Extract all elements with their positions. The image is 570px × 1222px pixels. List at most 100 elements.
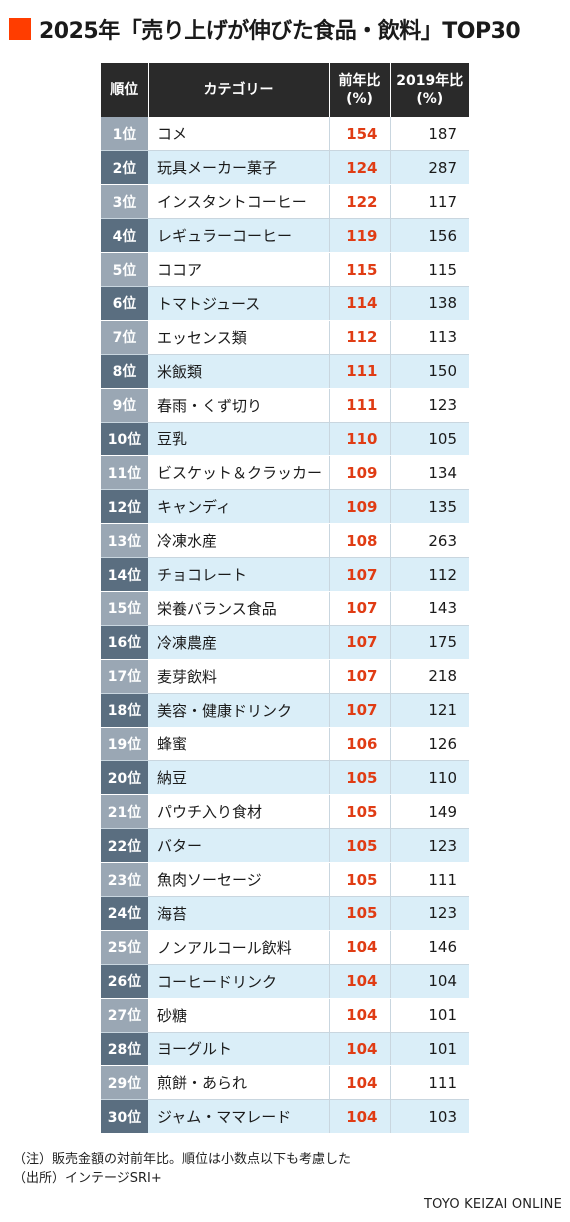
footnote: （注）販売金額の対前年比。順位は小数点以下も考慮した <box>13 1152 352 1167</box>
rank-cell: 10位 <box>101 422 148 457</box>
vs-2019-cell: 187 <box>390 117 469 152</box>
vs-2019-cell: 110 <box>390 760 469 796</box>
category-cell: 海苔 <box>148 896 330 931</box>
table-row: 28位 ヨーグルト 104 101 <box>101 1032 469 1067</box>
vs-2019-cell: 113 <box>390 320 469 355</box>
vs-2019-cell: 126 <box>390 727 469 762</box>
prev-year-cell: 109 <box>329 489 391 525</box>
vs-2019-cell: 105 <box>390 422 469 457</box>
rank-cell: 24位 <box>101 896 148 931</box>
prev-year-cell: 107 <box>329 693 391 728</box>
category-cell: ヨーグルト <box>148 1032 330 1067</box>
prev-year-cell: 111 <box>329 354 391 389</box>
prev-year-cell: 105 <box>329 794 391 830</box>
rank-cell: 8位 <box>101 354 148 389</box>
prev-year-cell: 107 <box>329 625 391 660</box>
vs-2019-cell: 218 <box>390 659 469 694</box>
table-row: 13位 冷凍水産 108 263 <box>101 523 469 559</box>
vs-2019-cell: 104 <box>390 964 469 999</box>
category-cell: 麦芽飲料 <box>148 659 330 694</box>
category-cell: キャンディ <box>148 489 330 525</box>
table-row: 8位 米飯類 111 150 <box>101 354 469 389</box>
category-cell: 春雨・くず切り <box>148 388 330 423</box>
rank-cell: 6位 <box>101 286 148 321</box>
rank-cell: 17位 <box>101 659 148 694</box>
rank-cell: 13位 <box>101 523 148 559</box>
table-header-row: 順位 カテゴリー 前年比 (%) 2019年比 (%) <box>101 63 469 117</box>
table-row: 12位 キャンディ 109 135 <box>101 489 469 525</box>
prev-year-cell: 105 <box>329 760 391 796</box>
category-cell: 栄養バランス食品 <box>148 591 330 626</box>
ranking-table: 順位 カテゴリー 前年比 (%) 2019年比 (%) 1位 コメ 154 187 2位… <box>101 63 469 1135</box>
vs-2019-cell: 121 <box>390 693 469 728</box>
prev-year-cell: 104 <box>329 930 391 965</box>
vs-2019-cell: 263 <box>390 523 469 559</box>
header-category: カテゴリー <box>148 63 330 117</box>
category-cell: インスタントコーヒー <box>148 184 330 220</box>
category-cell: 冷凍農産 <box>148 625 330 660</box>
vs-2019-cell: 134 <box>390 455 469 491</box>
rank-cell: 14位 <box>101 557 148 592</box>
vs-2019-cell: 111 <box>390 1065 469 1101</box>
table-row: 15位 栄養バランス食品 107 143 <box>101 591 469 626</box>
rank-cell: 2位 <box>101 150 148 186</box>
prev-year-cell: 112 <box>329 320 391 355</box>
prev-year-cell: 106 <box>329 727 391 762</box>
category-cell: 煎餅・あられ <box>148 1065 330 1101</box>
table-row: 17位 麦芽飲料 107 218 <box>101 659 469 694</box>
rank-cell: 20位 <box>101 760 148 796</box>
vs-2019-cell: 101 <box>390 1032 469 1067</box>
category-cell: レギュラーコーヒー <box>148 218 330 254</box>
table-row: 5位 ココア 115 115 <box>101 252 469 287</box>
table-row: 9位 春雨・くず切り 111 123 <box>101 388 469 423</box>
table-row: 2位 玩具メーカー菓子 124 287 <box>101 150 469 186</box>
header-prev-year-label: 前年比 <box>338 72 381 89</box>
header-2019: 2019年比 (%) <box>390 63 469 117</box>
notes: （注）販売金額の対前年比。順位は小数点以下も考慮した （出所）インテージSRI+ <box>13 1150 351 1188</box>
brand-credit: TOYO KEIZAI ONLINE <box>424 1197 562 1212</box>
vs-2019-cell: 117 <box>390 184 469 220</box>
rank-cell: 19位 <box>101 727 148 762</box>
prev-year-cell: 124 <box>329 150 391 186</box>
vs-2019-cell: 149 <box>390 794 469 830</box>
rank-cell: 18位 <box>101 693 148 728</box>
title-accent-square <box>9 18 31 40</box>
category-cell: 砂糖 <box>148 998 330 1033</box>
page-title: 2025年「売り上げが伸びた食品・飲料」TOP30 <box>39 19 521 44</box>
rank-cell: 11位 <box>101 455 148 491</box>
rank-cell: 21位 <box>101 794 148 830</box>
rank-cell: 7位 <box>101 320 148 355</box>
table-row: 4位 レギュラーコーヒー 119 156 <box>101 218 469 254</box>
table-row: 10位 豆乳 110 105 <box>101 422 469 457</box>
table-row: 11位 ビスケット＆クラッカー 109 134 <box>101 455 469 491</box>
source-note: （出所）インテージSRI+ <box>13 1171 162 1186</box>
category-cell: 蜂蜜 <box>148 727 330 762</box>
rank-cell: 29位 <box>101 1065 148 1101</box>
prev-year-cell: 110 <box>329 422 391 457</box>
rank-cell: 16位 <box>101 625 148 660</box>
header-2019-unit: (%) <box>416 91 444 107</box>
category-cell: 納豆 <box>148 760 330 796</box>
prev-year-cell: 122 <box>329 184 391 220</box>
rank-cell: 5位 <box>101 252 148 287</box>
category-cell: パウチ入り食材 <box>148 794 330 830</box>
table-row: 1位 コメ 154 187 <box>101 117 469 152</box>
prev-year-cell: 105 <box>329 828 391 864</box>
prev-year-cell: 104 <box>329 964 391 999</box>
vs-2019-cell: 175 <box>390 625 469 660</box>
prev-year-cell: 119 <box>329 218 391 254</box>
table-row: 26位 コーヒードリンク 104 104 <box>101 964 469 999</box>
rank-cell: 3位 <box>101 184 148 220</box>
table-row: 6位 トマトジュース 114 138 <box>101 286 469 321</box>
prev-year-cell: 109 <box>329 455 391 491</box>
table-row: 23位 魚肉ソーセージ 105 111 <box>101 862 469 897</box>
prev-year-cell: 104 <box>329 998 391 1033</box>
category-cell: 美容・健康ドリンク <box>148 693 330 728</box>
vs-2019-cell: 143 <box>390 591 469 626</box>
prev-year-cell: 105 <box>329 896 391 931</box>
rank-cell: 15位 <box>101 591 148 626</box>
vs-2019-cell: 123 <box>390 896 469 931</box>
table-row: 25位 ノンアルコール飲料 104 146 <box>101 930 469 965</box>
table-row: 21位 パウチ入り食材 105 149 <box>101 794 469 830</box>
prev-year-cell: 114 <box>329 286 391 321</box>
